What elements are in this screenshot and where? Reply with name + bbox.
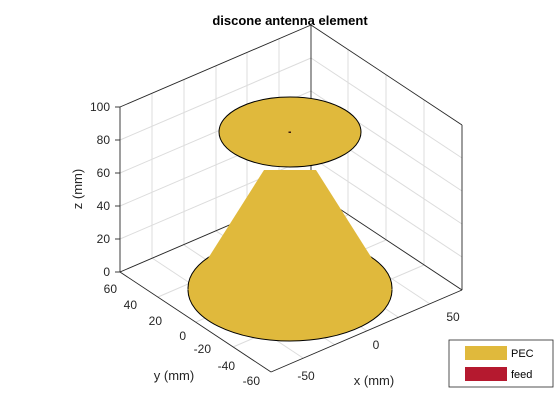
discone-antenna	[187, 96, 393, 342]
y-tick-label: -20	[194, 342, 212, 356]
x-tick-label: -50	[297, 369, 315, 383]
legend-swatch-pec	[465, 346, 507, 360]
z-axis: 0 20 40 60 80 100 z (mm)	[70, 100, 120, 279]
z-tick-label: 20	[97, 232, 111, 246]
y-tick-label: 40	[124, 298, 138, 312]
cone-surface	[188, 170, 392, 341]
y-tick-label: 0	[179, 329, 186, 343]
legend-label-feed: feed	[511, 369, 532, 381]
legend-label-pec: PEC	[511, 348, 534, 360]
legend-swatch-feed	[465, 367, 507, 381]
y-tick-label: 60	[104, 282, 118, 296]
x-tick-label: 50	[446, 310, 460, 324]
cone-base-edge	[187, 289, 393, 342]
z-tick-label: 100	[90, 100, 110, 114]
y-tick-label: -40	[218, 359, 236, 373]
plot-title: discone antenna element	[212, 13, 368, 28]
z-axis-label: z (mm)	[70, 169, 85, 209]
z-tick-label: 80	[97, 133, 111, 147]
x-axis: -50 0 50 x (mm)	[297, 310, 460, 388]
y-tick-label: -60	[243, 374, 261, 388]
y-axis: 60 40 20 0 -20 -40 -60 y (mm)	[104, 282, 261, 388]
x-axis-label: x (mm)	[354, 373, 394, 388]
x-tick-label: 0	[373, 338, 380, 352]
feed-point	[288, 131, 291, 133]
y-axis-label: y (mm)	[154, 368, 194, 383]
axes-box	[119, 24, 463, 373]
y-tick-label: 20	[149, 314, 163, 328]
z-tick-label: 0	[103, 265, 110, 279]
legend: PEC feed	[448, 339, 554, 388]
z-tick-label: 60	[97, 166, 111, 180]
z-tick-label: 40	[97, 199, 111, 213]
